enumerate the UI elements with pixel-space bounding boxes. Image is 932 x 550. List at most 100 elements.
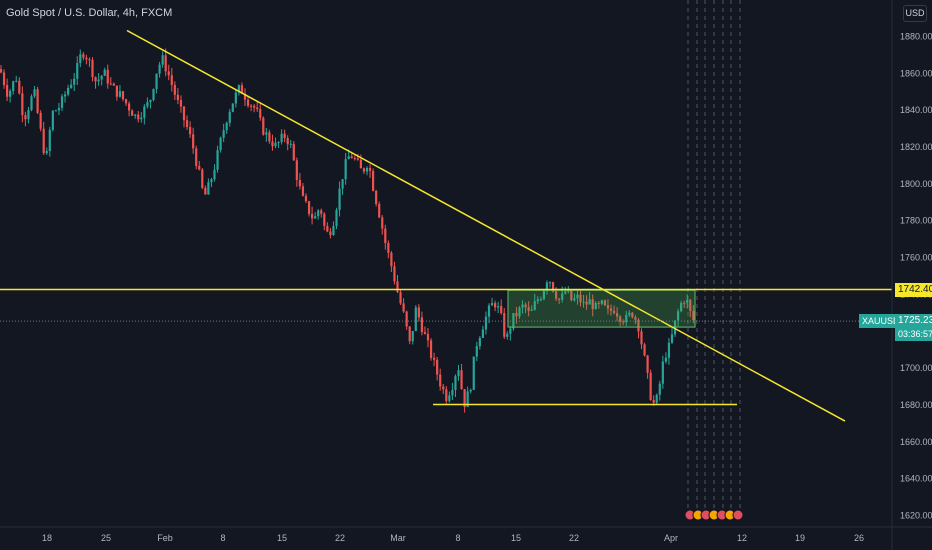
x-tick-label: 26 — [854, 533, 864, 543]
candle-body — [387, 243, 390, 253]
candle-body — [24, 115, 27, 120]
y-tick-label: 1620.00 — [900, 511, 932, 521]
candle-body — [375, 190, 378, 204]
candle-body — [686, 299, 689, 304]
candle-body — [494, 303, 497, 308]
candle-body — [128, 103, 131, 111]
x-tick-label: 15 — [511, 533, 521, 543]
candle-body — [201, 169, 204, 188]
candle-body — [402, 303, 405, 312]
candle-body — [576, 294, 579, 299]
candle-body — [103, 69, 106, 76]
candle-body — [640, 331, 643, 345]
candle-body — [457, 370, 460, 377]
y-tick-label: 1760.00 — [900, 253, 932, 263]
currency-selector[interactable]: USD — [903, 5, 927, 22]
candle-body — [82, 54, 85, 58]
candle-body — [170, 75, 173, 85]
candle-body — [664, 357, 667, 362]
y-tick-label: 1840.00 — [900, 105, 932, 115]
candle-body — [411, 331, 414, 342]
economic-event-badge[interactable] — [732, 509, 744, 521]
candle-body — [341, 179, 344, 189]
candle-body — [344, 159, 347, 180]
candle-body — [85, 57, 88, 60]
y-tick-label: 1780.00 — [900, 216, 932, 226]
candle-body — [536, 299, 539, 302]
candle-body — [112, 83, 115, 86]
candle-body — [396, 281, 399, 293]
x-tick-label: 25 — [101, 533, 111, 543]
candle-body — [36, 89, 39, 113]
candle-body — [60, 96, 64, 108]
candle-body — [329, 231, 332, 236]
candle-body — [91, 59, 94, 78]
candle-body — [381, 217, 384, 229]
candle-body — [21, 93, 24, 116]
candle-body — [436, 359, 439, 375]
candle-body — [582, 301, 585, 303]
candle-body — [603, 300, 606, 306]
candle-body — [350, 156, 353, 159]
candle-body — [277, 142, 280, 144]
candle-body — [588, 299, 591, 305]
candle-body — [304, 195, 308, 202]
candle-body — [2, 72, 6, 86]
candle-body — [683, 302, 686, 304]
candle-body — [131, 110, 134, 116]
candle-body — [368, 168, 372, 171]
symbol-tag: XAUUSD — [859, 314, 903, 328]
candle-body — [70, 84, 73, 88]
candle-body — [619, 316, 622, 322]
descending-trendline[interactable] — [126, 29, 846, 422]
candle-body — [347, 156, 350, 160]
candle-body — [311, 213, 314, 219]
candle-body — [332, 225, 335, 236]
candle-body — [195, 148, 198, 166]
candle-body — [661, 361, 664, 384]
candle-body — [353, 158, 356, 160]
candle-body — [643, 344, 646, 356]
candle-body — [426, 333, 430, 341]
candle-body — [79, 54, 82, 64]
candle-body — [137, 114, 140, 120]
last-price-tag: 1725.23 — [895, 314, 932, 328]
candle-body — [356, 158, 359, 160]
candle-body — [240, 85, 244, 94]
candle-body — [134, 114, 137, 116]
candle-body — [390, 252, 393, 267]
candle-body — [420, 317, 423, 333]
x-tick-label: 8 — [455, 533, 460, 543]
candle-body — [393, 266, 396, 282]
candle-body — [558, 298, 561, 300]
candle-body — [0, 69, 3, 73]
candle-body — [262, 117, 265, 135]
candle-body — [466, 391, 469, 408]
candle-body — [73, 78, 76, 85]
candle-body — [628, 312, 631, 315]
candle-body — [448, 395, 451, 402]
y-tick-label: 1820.00 — [900, 142, 932, 152]
candle-body — [280, 133, 283, 143]
x-tick-label: 15 — [277, 533, 287, 543]
candle-body — [506, 333, 509, 337]
y-tick-label: 1640.00 — [900, 474, 932, 484]
candle-body — [500, 306, 503, 314]
candle-body — [228, 111, 231, 123]
candle-body — [307, 201, 311, 214]
candle-body — [234, 92, 237, 104]
candle-body — [338, 188, 341, 211]
candle-body — [210, 179, 213, 183]
candle-body — [667, 342, 671, 358]
candle-body — [631, 312, 634, 318]
candle-body — [9, 90, 12, 97]
candle-body — [67, 87, 70, 95]
candle-body — [57, 107, 61, 111]
candle-body — [692, 310, 695, 321]
candle-body — [454, 376, 457, 391]
candle-body — [384, 228, 387, 244]
candle-body — [283, 133, 286, 139]
candle-body — [503, 313, 506, 337]
candle-body — [54, 110, 57, 112]
